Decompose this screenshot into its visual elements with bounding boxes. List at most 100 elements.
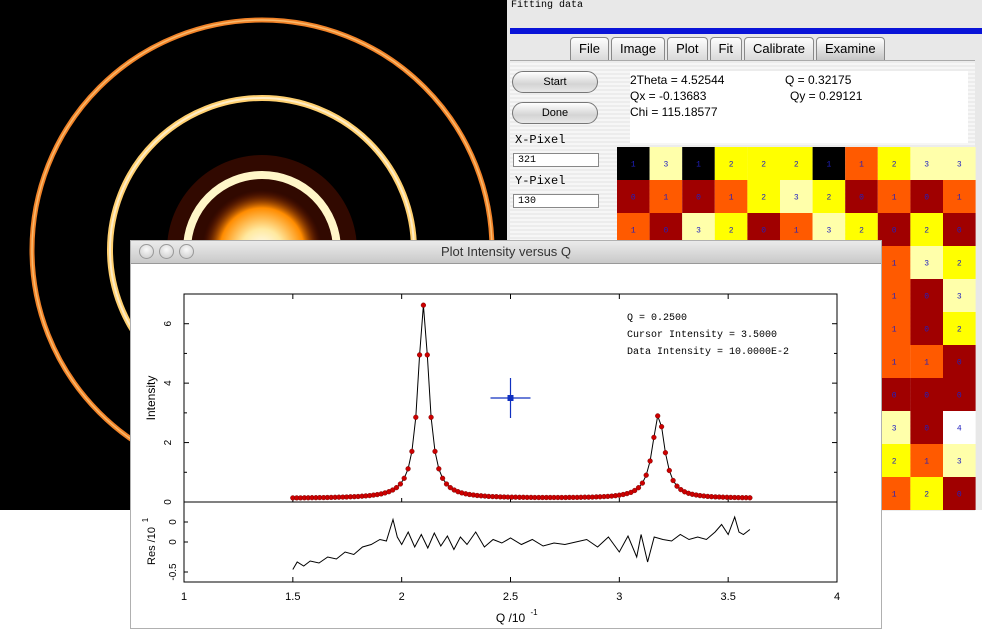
x-axis-label-exponent: -1 <box>531 608 539 617</box>
annotation-q: Q = 0.2500 <box>627 313 687 324</box>
plot-titlebar[interactable]: Plot Intensity versus Q <box>131 241 881 264</box>
tab-examine[interactable]: Examine <box>815 37 885 60</box>
pixel-cell <box>877 345 911 378</box>
tab-calibrate[interactable]: Calibrate <box>743 37 814 60</box>
y-pixel-field[interactable]: 130 <box>513 194 599 208</box>
pixel-cell-value: 1 <box>924 359 929 368</box>
pixel-cell <box>877 246 911 279</box>
pixel-cell <box>877 213 911 246</box>
pixel-cell <box>943 147 976 180</box>
pixel-cell <box>682 147 715 180</box>
pixel-cell-value: 0 <box>957 392 962 401</box>
pixel-cell <box>943 312 976 345</box>
zoom-light-icon[interactable] <box>179 244 194 259</box>
plot-window-title: Plot Intensity versus Q <box>440 244 572 259</box>
tab-file[interactable]: File <box>570 37 609 60</box>
residual-tick-label: 0 <box>168 539 179 545</box>
data-point <box>643 472 649 478</box>
pixel-cell-value: 1 <box>859 161 864 170</box>
pixel-cell-value: 3 <box>924 260 929 269</box>
pixel-cell <box>747 180 780 213</box>
data-point <box>417 352 423 358</box>
pixel-cell-value: 1 <box>892 491 897 500</box>
cursor-marker <box>507 395 514 401</box>
q-value: Q = 0.32175 <box>785 73 852 87</box>
done-button[interactable]: Done <box>512 102 598 124</box>
data-point <box>447 485 453 491</box>
tab-image[interactable]: Image <box>610 37 666 60</box>
chi-value: Chi = 115.18577 <box>630 105 718 119</box>
data-point <box>405 466 411 472</box>
x-tick-label: 3.5 <box>721 591 736 603</box>
pixel-cell <box>910 378 943 411</box>
pixel-cell <box>943 246 976 279</box>
pixel-cell-value: 2 <box>957 326 962 335</box>
pixel-cell-value: 2 <box>826 194 831 203</box>
intensity-plot[interactable]: 0 0 -0.5 0 2 4 6 1 1.5 2 2.5 3 3.5 4 Q /10 -1 Intensity R… <box>131 264 881 628</box>
data-point <box>401 475 407 481</box>
pixel-cell <box>747 147 780 180</box>
pixel-cell-value: 0 <box>859 194 864 203</box>
data-point <box>670 477 676 484</box>
pixel-cell-value: 0 <box>924 326 929 335</box>
pixel-cell <box>714 147 748 180</box>
tab-bar: File Image Plot Fit Calibrate Examine <box>570 37 887 61</box>
pixel-cell <box>910 312 943 345</box>
pixel-cell-value: 0 <box>892 227 897 236</box>
residual-axis-label-exponent: 1 <box>141 517 150 522</box>
data-point <box>424 352 430 358</box>
y-tick-label: 4 <box>163 380 174 386</box>
pixel-cell-value: 2 <box>924 491 929 500</box>
minimize-light-icon[interactable] <box>159 244 174 259</box>
pixel-cell-value: 1 <box>826 161 831 170</box>
pixel-cell <box>943 444 976 477</box>
pixel-cell <box>910 246 943 279</box>
data-point <box>647 458 653 464</box>
qy-value: Qy = 0.29121 <box>790 89 863 103</box>
tab-plot[interactable]: Plot <box>667 37 708 60</box>
pixel-cell <box>780 180 813 213</box>
pixel-cell-value: 0 <box>761 227 766 236</box>
data-point <box>651 434 657 441</box>
pixel-cell-value: 1 <box>663 194 668 203</box>
pixel-cell-value: 2 <box>924 227 929 236</box>
pixel-cell-value: 3 <box>826 227 831 236</box>
tab-fit[interactable]: Fit <box>709 37 742 60</box>
pixel-cell-value: 3 <box>957 458 962 467</box>
pixel-cell-value: 3 <box>892 425 897 434</box>
residual-line <box>292 515 751 570</box>
pixel-cell-value: 0 <box>957 491 962 500</box>
pixel-cell-value: 1 <box>729 194 734 203</box>
x-pixel-field[interactable]: 321 <box>513 153 599 167</box>
pixel-cell-value: 2 <box>957 260 962 269</box>
pixel-cell-value: 3 <box>957 293 962 302</box>
data-point <box>632 487 638 494</box>
pixel-cell-value: 3 <box>663 161 668 170</box>
pixel-cell <box>943 279 976 312</box>
data-point <box>635 485 642 491</box>
x-tick-label: 3 <box>616 591 622 603</box>
pixel-cell <box>943 477 976 510</box>
data-point <box>436 466 442 472</box>
pixel-cell <box>714 180 748 213</box>
x-axis-label: Q /10 <box>496 611 526 625</box>
pixel-cell-value: 4 <box>957 425 962 434</box>
pixel-cell-value: 2 <box>761 194 766 203</box>
pixel-cell-value: 0 <box>924 194 929 203</box>
pixel-cell-value: 2 <box>729 227 734 236</box>
residual-axis-label: Res /10 <box>146 527 158 565</box>
data-point <box>393 485 400 491</box>
pixel-cell <box>910 411 943 444</box>
close-light-icon[interactable] <box>139 244 154 259</box>
pixel-cell <box>943 180 976 213</box>
pixel-cell <box>682 180 715 213</box>
pixel-cell <box>845 180 878 213</box>
start-button[interactable]: Start <box>512 71 598 93</box>
pixel-cell-value: 1 <box>696 161 701 170</box>
data-point <box>440 475 446 481</box>
data-point <box>662 450 669 456</box>
pixel-cell <box>943 411 976 444</box>
data-point <box>443 481 450 487</box>
pixel-cell <box>910 180 943 213</box>
pixel-cell-value: 1 <box>794 227 799 236</box>
